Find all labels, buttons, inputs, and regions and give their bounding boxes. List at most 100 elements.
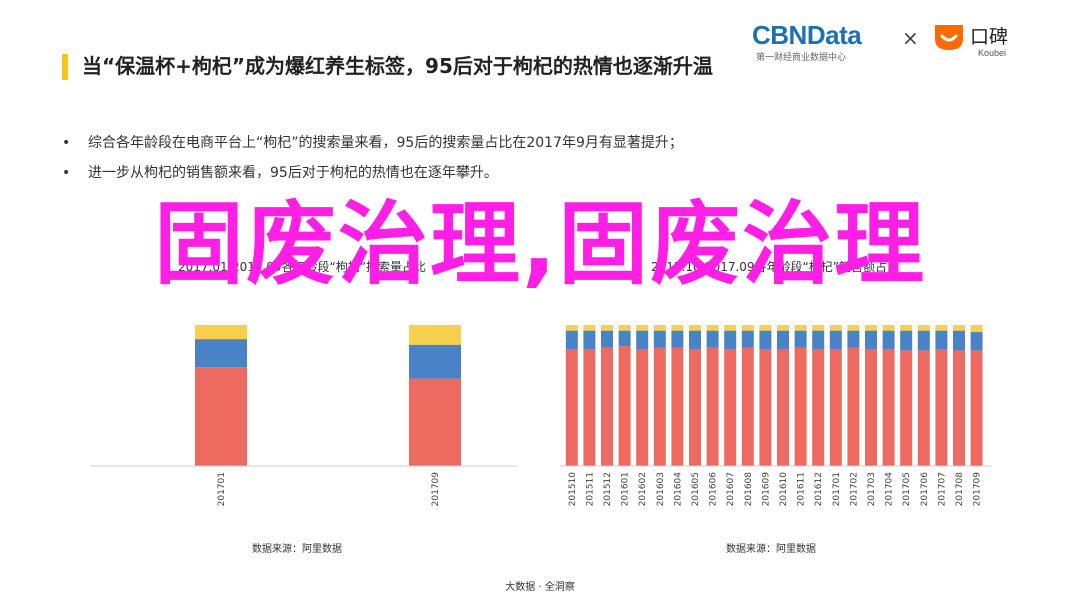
- x-tick-label: 201704: [885, 472, 895, 507]
- bar-segment: [777, 330, 789, 349]
- overlay-watermark-text: 固废治理,固废治理: [153, 192, 927, 297]
- bar-segment: [847, 330, 860, 348]
- bar-segment: [741, 330, 754, 348]
- koubei-english: Koubei: [978, 48, 1007, 58]
- x-tick-label: 201611: [797, 472, 807, 506]
- bar-segment: [565, 325, 578, 331]
- logo-group: CBNData 第一财经商业数据中心 × 口碑 Koubei: [752, 14, 1052, 63]
- bar-segment: [741, 347, 754, 466]
- chart-source-left: 数据来源：阿里数据: [252, 544, 342, 555]
- bar-segment: [195, 325, 247, 340]
- bar-segment: [724, 348, 737, 466]
- bar-segment: [970, 325, 983, 333]
- bar-segment: [671, 325, 684, 331]
- bar-segment: [636, 330, 649, 349]
- bar-segment: [689, 348, 701, 466]
- bar-segment: [900, 350, 913, 466]
- bar-segment: [759, 325, 772, 331]
- x-tick-label: 201701: [217, 472, 227, 506]
- x-tick-label: 201602: [638, 472, 648, 506]
- bar-segment: [759, 330, 772, 349]
- bar-segment: [865, 325, 877, 331]
- bar-segment: [195, 339, 247, 368]
- x-tick-label: 201603: [656, 472, 666, 506]
- bar-segment: [882, 330, 895, 349]
- bar-segment: [794, 325, 807, 331]
- bar-segment: [917, 330, 930, 351]
- bar-segment: [829, 330, 842, 349]
- footer-slogan: 大数据 · 全洞察: [505, 582, 575, 593]
- bar-segment: [829, 325, 842, 331]
- bar-segment: [882, 325, 895, 331]
- bar-segment: [583, 325, 596, 331]
- bar-segment: [706, 325, 719, 331]
- bar-segment: [583, 348, 596, 466]
- bar-segment: [653, 330, 666, 348]
- times-icon: ×: [902, 26, 919, 50]
- chart-title: 2017.01-2017.09各年龄段“枸杞”搜索量占比: [178, 259, 426, 274]
- bar-segment: [565, 348, 578, 466]
- x-tick-label: 201701: [832, 472, 842, 506]
- bar-segment: [724, 325, 737, 331]
- x-tick-label: 201510: [568, 472, 578, 507]
- bar-segment: [601, 330, 613, 348]
- x-tick-label: 201606: [709, 472, 719, 507]
- x-tick-label: 201604: [673, 472, 683, 507]
- x-tick-label: 201512: [603, 472, 613, 506]
- bar-segment: [812, 330, 825, 349]
- bar-segment: [847, 325, 860, 331]
- bar-segment: [689, 325, 701, 331]
- x-tick-label: 201709: [973, 472, 983, 507]
- bullet-item: 综合各年龄段在电商平台上“枸杞”的搜索量来看，95后的搜索量占比在2017年9月…: [60, 128, 960, 158]
- bar-segment: [409, 378, 461, 466]
- x-tick-label: 201608: [744, 472, 754, 507]
- x-tick-label: 201707: [937, 472, 947, 506]
- koubei-logo-icon: [935, 25, 963, 50]
- x-tick-label: 201706: [920, 472, 930, 507]
- bar-segment: [812, 348, 825, 466]
- x-tick-label: 201607: [726, 472, 736, 506]
- x-tick-label: 201610: [779, 472, 789, 507]
- chart-search-share: 2017.01-2017.09各年龄段“枸杞”搜索量占比 201701 20170…: [90, 259, 517, 507]
- bar-segment: [935, 325, 948, 331]
- cbndata-subtitle: 第一财经商业数据中心: [756, 53, 847, 63]
- bar-segment: [794, 330, 807, 348]
- bar-segment: [935, 348, 948, 466]
- bar-segment: [794, 347, 807, 466]
- bullet-list: 综合各年龄段在电商平台上“枸杞”的搜索量来看，95后的搜索量占比在2017年9月…: [60, 128, 960, 188]
- chart-title: 2015.10-2017.09各年龄段“枸杞”销售额占比: [651, 259, 899, 274]
- bar-segment: [953, 325, 965, 331]
- bar-segment: [618, 325, 631, 331]
- x-tick-label: 201702: [849, 472, 859, 506]
- bar-segment: [917, 350, 930, 466]
- bar-segment: [565, 330, 578, 349]
- bar-segment: [865, 330, 877, 349]
- bar-segment: [671, 330, 684, 348]
- bar-segment: [706, 347, 719, 466]
- bar-segment: [900, 330, 913, 351]
- bar-segment: [970, 350, 983, 466]
- x-tick-label: 201708: [955, 472, 965, 507]
- bar-segment: [409, 325, 461, 345]
- bar-segment: [583, 330, 596, 349]
- bar-segment: [953, 330, 965, 351]
- x-tick-label: 201703: [867, 472, 877, 506]
- x-tick-label: 201612: [814, 472, 824, 506]
- bar-segment: [759, 348, 772, 466]
- bar-segment: [409, 344, 461, 379]
- bar-segment: [741, 325, 754, 331]
- chart-sales-share: 2015.10-2017.09各年龄段“枸杞”销售额占比 201510 20151…: [560, 259, 992, 507]
- bar-segment: [671, 347, 684, 466]
- bar-segment: [653, 325, 666, 331]
- bar-segment: [900, 325, 913, 331]
- x-tick-label: 201609: [761, 472, 771, 507]
- bar-segment: [777, 348, 789, 466]
- bar-segment: [970, 332, 983, 351]
- x-tick-label: 201709: [431, 472, 441, 507]
- bar-segment: [689, 330, 701, 349]
- slide-title: 当“保温杯+枸杞”成为爆红养生标签，95后对于枸杞的热情也逐渐升温: [82, 54, 713, 78]
- bar-segment: [706, 330, 719, 348]
- bar-segment: [601, 325, 613, 331]
- x-tick-label: 201511: [585, 472, 595, 506]
